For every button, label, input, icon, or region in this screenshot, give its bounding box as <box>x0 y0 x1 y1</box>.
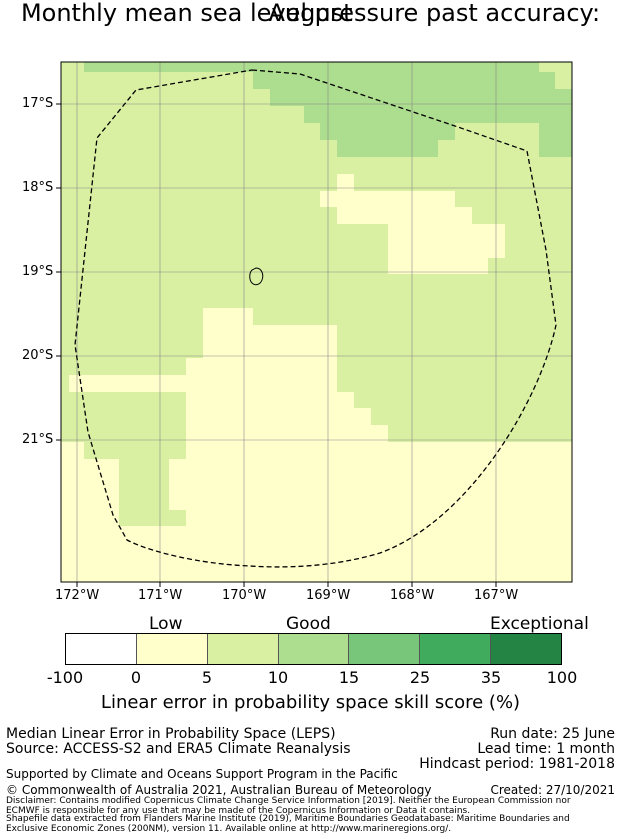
title-line-1: Monthly mean sea level pressure past acc… <box>20 0 601 27</box>
cell-low-north <box>320 191 455 207</box>
cell-low-north <box>337 174 354 191</box>
colorbar-tick-label: 35 <box>480 668 502 687</box>
colorbar-tick-label: 15 <box>338 668 360 687</box>
support-text: Supported by Climate and Oceans Support … <box>6 767 398 781</box>
lat-label: 18°S <box>22 180 54 195</box>
cell-good10-north <box>253 72 539 89</box>
cell-low-centre <box>337 392 354 442</box>
colorbar-tick-label: 0 <box>130 668 142 687</box>
colorbar-tick-label: -100 <box>46 668 84 687</box>
shapefile-line-1: Shapefile data extracted from Flanders M… <box>6 814 570 824</box>
lat-label: 17°S <box>22 96 54 111</box>
cell-good10-north <box>84 62 539 72</box>
cell-low-west <box>69 375 186 392</box>
colorbar-tick-label: 5 <box>201 668 213 687</box>
shapefile-line-2: Exclusive Economic Zones (200NM), versio… <box>6 824 452 834</box>
cell-low-centre <box>354 408 371 442</box>
disclaimer-line-2: ECMWF is responsible for any use that ma… <box>6 806 471 816</box>
colorbar-segment <box>207 634 279 664</box>
colorbar-segment <box>278 634 350 664</box>
colorbar-segment <box>136 634 208 664</box>
lon-label: 172°W <box>55 588 100 603</box>
cell-good10-east <box>539 123 572 157</box>
lead-time: Lead time: 1 month <box>477 741 615 757</box>
graticule <box>61 62 572 582</box>
colorbar-tick-label: 10 <box>267 668 289 687</box>
colorbar <box>65 633 562 665</box>
lat-label: 21°S <box>22 432 54 447</box>
lon-label: 170°W <box>222 588 267 603</box>
legend-category-good: Good <box>286 614 331 634</box>
colorbar-segment <box>491 634 562 664</box>
cell-good-south <box>84 442 186 459</box>
cell-good10-east <box>539 72 555 89</box>
lon-label: 168°W <box>390 588 435 603</box>
cell-low-north <box>388 258 488 274</box>
cell-good-corner <box>555 62 572 89</box>
skill-cells <box>61 62 572 582</box>
lon-label: 167°W <box>474 588 519 603</box>
cell-low-north <box>388 224 505 258</box>
source-text: Source: ACCESS-S2 and ERA5 Climate Reana… <box>6 741 351 757</box>
colorbar-segment <box>349 634 421 664</box>
copyright-text: © Commonwealth of Australia 2021, Austra… <box>6 783 432 797</box>
cell-low-centre <box>371 425 388 442</box>
eez-boundary <box>74 69 557 568</box>
lon-ticks <box>76 582 497 587</box>
niue-island-outline <box>249 267 264 286</box>
skill-map <box>56 61 573 587</box>
run-date: Run date: 25 June <box>490 726 615 742</box>
cell-good10-north <box>270 89 572 106</box>
hindcast-period: Hindcast period: 1981-2018 <box>419 756 615 772</box>
colorbar-segment <box>66 634 137 664</box>
cell-low-centre <box>203 308 253 442</box>
cell-low-north <box>337 207 472 224</box>
colorbar-label: Linear error in probability space skill … <box>100 692 521 713</box>
colorbar-tick-label: 100 <box>546 668 578 687</box>
title-line-2: August <box>268 0 353 27</box>
legend-category-low: Low <box>149 614 183 634</box>
disclaimer-line-1: Disclaimer: Contains modified Copernicus… <box>6 796 571 806</box>
lat-label: 19°S <box>22 264 54 279</box>
cell-good-south <box>169 510 186 526</box>
lon-label: 169°W <box>306 588 351 603</box>
cell-good10-north <box>337 140 438 157</box>
created-date: Created: 27/10/2021 <box>490 783 615 797</box>
lon-label: 171°W <box>138 588 183 603</box>
cell-good10-north <box>304 106 572 123</box>
colorbar-segment <box>420 634 492 664</box>
colorbar-tick-label: 25 <box>409 668 431 687</box>
method-text: Median Linear Error in Probability Space… <box>6 726 336 742</box>
legend-category-exceptional: Exceptional <box>490 614 589 634</box>
lat-label: 20°S <box>22 348 54 363</box>
cell-good-south <box>119 459 169 526</box>
cell-good10-north <box>320 123 455 140</box>
map-frame <box>60 61 573 583</box>
lat-ticks <box>56 103 61 441</box>
cell-low-centre <box>186 358 203 442</box>
cell-low-centre <box>253 325 337 442</box>
